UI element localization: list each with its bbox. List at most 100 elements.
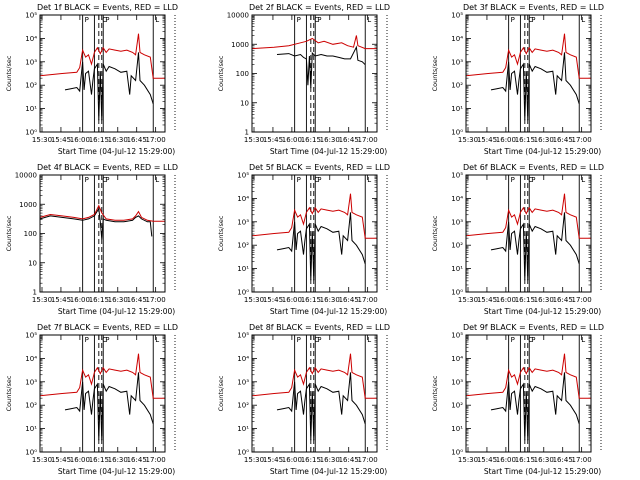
x-tick-label: 17:00 <box>358 296 378 304</box>
y-tick-label: 10¹ <box>237 425 249 433</box>
x-tick-label: 15:30 <box>32 456 52 464</box>
series-events <box>276 212 366 281</box>
x-tick-label: 16:15 <box>89 136 109 144</box>
marker-label: L <box>155 16 159 24</box>
x-tick-label: 16:45 <box>553 456 573 464</box>
x-tick-label: 15:30 <box>244 456 264 464</box>
y-tick-label: 10⁴ <box>25 35 37 43</box>
series-lld <box>39 33 165 79</box>
y-tick-label: 10³ <box>451 218 463 226</box>
y-tick-label: 10⁵ <box>237 172 249 180</box>
x-tick-label: 16:15 <box>89 296 109 304</box>
series-events <box>64 372 154 441</box>
marker-label: C <box>528 336 533 344</box>
y-tick-label: 10⁵ <box>25 332 37 340</box>
marker-label: P <box>317 336 321 344</box>
series-events <box>490 212 580 281</box>
y-tick-label: 10¹ <box>25 425 37 433</box>
x-tick-label: 16:45 <box>127 136 147 144</box>
y-axis-label: Counts/sec <box>431 375 439 411</box>
x-tick-label: 15:45 <box>263 136 283 144</box>
x-tick-label: 17:00 <box>146 136 166 144</box>
marker-label: L <box>367 176 371 184</box>
series-events <box>39 207 153 240</box>
x-tick-label: 17:00 <box>572 456 592 464</box>
marker-label: P <box>531 336 535 344</box>
y-tick-label: 10⁰ <box>237 289 249 297</box>
y-axis-label: Counts/sec <box>5 55 13 91</box>
series-events <box>490 52 580 121</box>
marker-label: L <box>581 176 585 184</box>
panel-3: Det 3f BLACK = Events, RED = LLD Counts/s… <box>431 3 604 156</box>
y-tick-label: 10⁵ <box>451 172 463 180</box>
panel-title: Det 1f BLACK = Events, RED = LLD <box>37 3 178 12</box>
y-tick-label: 10¹ <box>451 105 463 113</box>
plot-frame <box>251 14 378 133</box>
x-tick-label: 16:30 <box>320 456 340 464</box>
y-axis-label: Counts/sec <box>5 215 13 251</box>
panel-7: Det 7f BLACK = Events, RED = LLD Counts/s… <box>5 323 178 476</box>
marker-label: P <box>511 176 515 184</box>
y-tick-label: 10⁴ <box>237 195 249 203</box>
x-tick-label: 16:15 <box>515 136 535 144</box>
marker-label: P <box>85 176 89 184</box>
marker-label: P <box>317 16 321 24</box>
marker-label: C <box>528 16 533 24</box>
y-axis-label: Counts/sec <box>431 215 439 251</box>
panel-2: Det 2f BLACK = Events, RED = LLD Counts/s… <box>217 3 390 156</box>
x-axis-label: Start Time (04-Jul-12 15:29:00) <box>484 467 601 476</box>
x-axis-label: Start Time (04-Jul-12 15:29:00) <box>270 467 387 476</box>
y-tick-label: 10² <box>451 242 463 250</box>
x-tick-label: 16:00 <box>70 456 90 464</box>
y-tick-label: 10² <box>237 242 249 250</box>
marker-label: P <box>105 336 109 344</box>
x-axis-label: Start Time (04-Jul-12 15:29:00) <box>58 147 175 156</box>
y-tick-label: 1 <box>245 129 249 137</box>
panel-9: Det 9f BLACK = Events, RED = LLD Counts/s… <box>431 323 604 476</box>
x-tick-label: 15:45 <box>477 456 497 464</box>
panel-5: Det 5f BLACK = Events, RED = LLD Counts/s… <box>217 163 390 316</box>
x-tick-label: 16:00 <box>70 136 90 144</box>
x-tick-label: 16:15 <box>301 456 321 464</box>
y-axis-label: Counts/sec <box>217 55 225 91</box>
y-tick-label: 10¹ <box>25 105 37 113</box>
x-tick-label: 15:45 <box>263 296 283 304</box>
x-tick-label: 16:15 <box>89 456 109 464</box>
series-lld <box>251 353 377 399</box>
plot-frame <box>465 334 592 453</box>
x-tick-label: 16:30 <box>320 296 340 304</box>
y-tick-label: 10² <box>25 402 37 410</box>
y-tick-label: 10⁰ <box>451 289 463 297</box>
y-tick-label: 10⁵ <box>451 12 463 20</box>
x-tick-label: 16:00 <box>496 456 516 464</box>
y-tick-label: 10³ <box>25 58 37 66</box>
y-tick-label: 10⁵ <box>25 12 37 20</box>
marker-label: L <box>155 176 159 184</box>
x-tick-label: 16:45 <box>553 296 573 304</box>
x-tick-label: 16:30 <box>320 136 340 144</box>
y-axis-label: Counts/sec <box>5 375 13 411</box>
x-tick-label: 16:00 <box>70 296 90 304</box>
panel-title: Det 5f BLACK = Events, RED = LLD <box>249 163 390 172</box>
panel-title: Det 7f BLACK = Events, RED = LLD <box>37 323 178 332</box>
y-tick-label: 10 <box>28 259 37 267</box>
x-tick-label: 17:00 <box>146 456 166 464</box>
x-tick-label: 15:45 <box>477 136 497 144</box>
y-axis-label: Counts/sec <box>217 215 225 251</box>
series-events <box>276 372 366 441</box>
marker-label: C <box>102 176 107 184</box>
series-lld <box>39 353 165 399</box>
y-tick-label: 10⁴ <box>237 355 249 363</box>
marker-label: L <box>367 336 371 344</box>
marker-label: L <box>581 336 585 344</box>
x-tick-label: 16:45 <box>127 456 147 464</box>
y-tick-label: 10² <box>451 82 463 90</box>
x-tick-label: 16:00 <box>282 136 302 144</box>
marker-label: P <box>85 16 89 24</box>
x-tick-label: 15:45 <box>263 456 283 464</box>
y-axis-label: Counts/sec <box>217 375 225 411</box>
y-tick-label: 10³ <box>25 378 37 386</box>
series-lld <box>465 193 591 239</box>
y-tick-label: 10⁵ <box>451 332 463 340</box>
